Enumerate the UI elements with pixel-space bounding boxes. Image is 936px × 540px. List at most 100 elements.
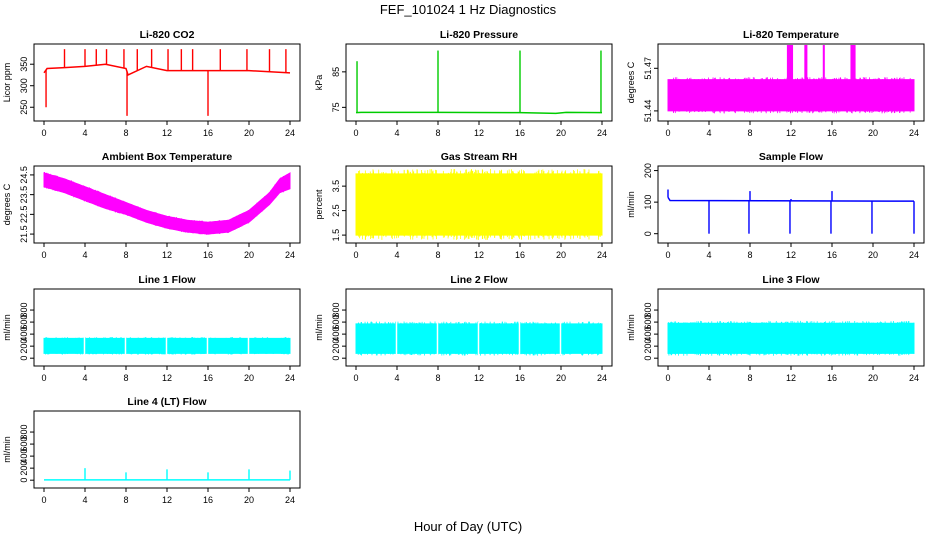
panel-line2: Line 2 Flow ml/min 0 4 8 12 16 20 24 0 20040060080… [314, 274, 613, 383]
y-axis-label: ml/min [626, 191, 636, 218]
panel-title: Line 2 Flow [450, 274, 508, 286]
x-tick-label: 8 [123, 250, 128, 260]
x-tick-label: 8 [123, 128, 128, 138]
data-burst [822, 45, 825, 80]
panel-line1: Line 1 Flow ml/min 0 4 8 12 16 20 24 0 20040060080… [2, 274, 301, 383]
x-tick-label: 0 [665, 128, 670, 138]
x-tick-label: 4 [82, 250, 87, 260]
x-tick-label: 12 [162, 128, 172, 138]
panel-title: Li-820 CO2 [140, 29, 195, 41]
data-layer [44, 468, 291, 481]
y-axis-label: ml/min [314, 314, 324, 341]
y-axis-label: ml/min [626, 314, 636, 341]
x-tick-label: 4 [706, 250, 711, 260]
y-tick-label: 250 [19, 100, 29, 115]
y-tick-label: 600 [331, 315, 341, 330]
x-tick-label: 4 [82, 128, 87, 138]
x-tick-label: 16 [515, 128, 525, 138]
x-tick-label: 24 [285, 128, 295, 138]
x-tick-label: 8 [123, 495, 128, 505]
data-layer [355, 169, 603, 240]
x-tick-label: 4 [82, 495, 87, 505]
x-tick-label: 20 [244, 495, 254, 505]
x-tick-label: 0 [41, 495, 46, 505]
x-tick-label: 0 [41, 373, 46, 383]
y-tick-label: 600 [643, 315, 653, 330]
data-series [43, 63, 291, 77]
y-tick-label: 1.5 [331, 229, 341, 242]
x-tick-label: 24 [597, 373, 607, 383]
x-tick-label: 12 [474, 128, 484, 138]
y-tick-label: 51.44 [643, 100, 653, 123]
x-tick-label: 16 [827, 250, 837, 260]
y-tick-label: 200 [331, 339, 341, 354]
y-axis-label: percent [314, 189, 324, 220]
y-tick-label: 600 [19, 437, 29, 452]
panel-title: Li-820 Temperature [743, 29, 839, 41]
x-tick-label: 8 [747, 128, 752, 138]
panel-title: Sample Flow [759, 151, 824, 163]
y-tick-label: 51.47 [643, 57, 653, 80]
x-tick-label: 24 [285, 495, 295, 505]
y-tick-label: 0 [643, 231, 653, 236]
y-tick-label: 800 [331, 303, 341, 318]
panel-title: Li-820 Pressure [440, 29, 518, 41]
x-tick-label: 0 [41, 128, 46, 138]
data-layer [43, 172, 291, 235]
x-tick-label: 0 [353, 128, 358, 138]
x-tick-label: 0 [665, 373, 670, 383]
figure-title: FEF_101024 1 Hz Diagnostics [380, 2, 557, 17]
x-tick-label: 20 [556, 373, 566, 383]
y-tick-label: 85 [331, 67, 341, 77]
y-tick-label: 800 [19, 303, 29, 318]
y-axis-label: ml/min [2, 314, 12, 341]
x-tick-label: 4 [394, 128, 399, 138]
x-tick-label: 4 [82, 373, 87, 383]
y-tick-label: 400 [643, 327, 653, 342]
y-tick-label: 2.5 [331, 204, 341, 217]
x-tick-label: 4 [394, 373, 399, 383]
panel-box-temp: Ambient Box Temperature degrees C 0 4 8 12 16 2… [2, 151, 301, 260]
data-burst [804, 45, 808, 80]
panel-sample-flow: Sample Flow ml/min 0 4 8 12 16 20 24 0 100 200 [626, 151, 925, 260]
x-tick-label: 16 [203, 128, 213, 138]
x-tick-label: 20 [868, 373, 878, 383]
x-tick-label: 0 [41, 250, 46, 260]
x-tick-label: 20 [868, 250, 878, 260]
x-tick-label: 24 [909, 250, 919, 260]
y-axis-label: kPa [314, 75, 324, 91]
x-tick-label: 16 [515, 250, 525, 260]
panel-licor-temp: Li-820 Temperature degrees C 0 4 8 12 16 20 24 51… [626, 29, 925, 138]
y-tick-label: 0 [331, 356, 341, 361]
panel-title: Gas Stream RH [441, 151, 517, 163]
y-tick-label: 600 [19, 315, 29, 330]
x-tick-label: 4 [706, 128, 711, 138]
y-tick-label: 800 [643, 303, 653, 318]
plot-frame [657, 165, 925, 244]
y-tick-label: 0 [643, 356, 653, 361]
x-tick-label: 4 [706, 373, 711, 383]
x-tick-label: 12 [474, 373, 484, 383]
panel-co2: Li-820 CO2 Licor ppm 0 4 8 12 16 20 24 250 300 350 [2, 29, 301, 138]
x-tick-label: 20 [556, 250, 566, 260]
plot-frame [345, 43, 613, 122]
y-tick-label: 350 [19, 57, 29, 72]
y-tick-label: 400 [331, 327, 341, 342]
x-tick-label: 16 [203, 250, 213, 260]
data-layer [43, 336, 291, 356]
panel-rh: Gas Stream RH percent 0 4 8 12 16 20 24 1.5 2.5 3.5 [314, 151, 613, 260]
y-axis-label: degrees C [626, 61, 636, 103]
y-tick-label: 75 [331, 102, 341, 112]
data-series [667, 196, 915, 202]
x-tick-label: 8 [747, 373, 752, 383]
data-band [43, 172, 291, 235]
x-tick-label: 12 [162, 373, 172, 383]
y-tick-label: 200 [19, 461, 29, 476]
x-axis-label: Hour of Day (UTC) [414, 519, 522, 534]
x-tick-label: 0 [353, 250, 358, 260]
x-tick-label: 24 [597, 250, 607, 260]
x-tick-label: 20 [868, 128, 878, 138]
x-tick-label: 0 [665, 250, 670, 260]
